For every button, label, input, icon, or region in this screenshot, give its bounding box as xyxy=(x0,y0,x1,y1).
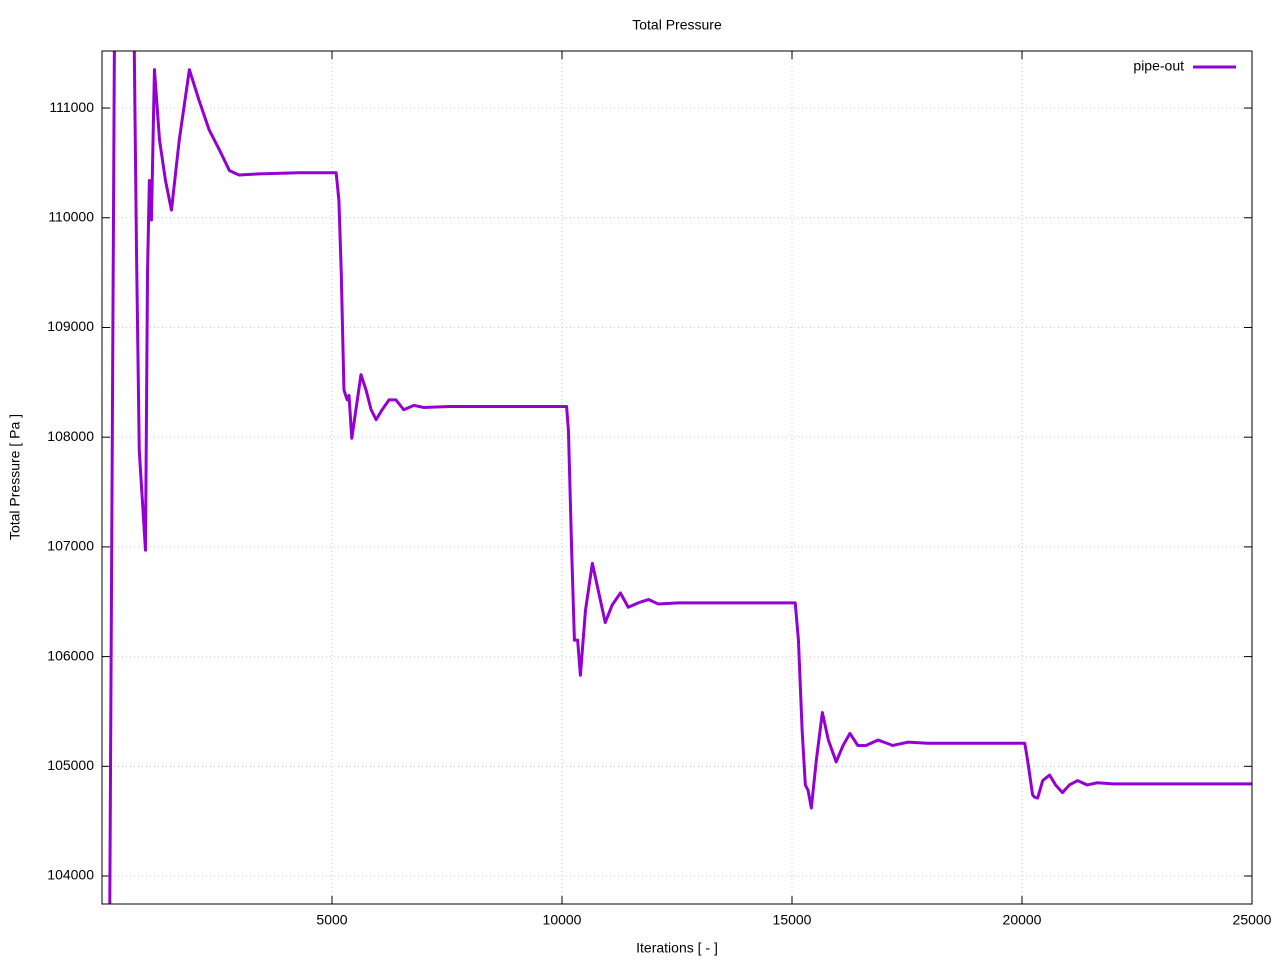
y-tick-label: 108000 xyxy=(47,428,94,444)
legend-label: pipe-out xyxy=(1133,58,1184,74)
plot-frame xyxy=(101,50,1253,905)
x-tick-label: 10000 xyxy=(543,912,582,928)
y-tick-label: 104000 xyxy=(47,867,94,883)
data-line xyxy=(108,51,1252,904)
y-axis-label: Total Pressure [ Pa ] xyxy=(7,414,23,540)
chart-title: Total Pressure xyxy=(632,17,722,33)
y-tick-label: 106000 xyxy=(47,647,94,663)
plot-area xyxy=(108,51,1252,904)
y-tick-label: 110000 xyxy=(48,208,94,224)
x-tick-label: 25000 xyxy=(1233,912,1272,928)
x-axis-label: Iterations [ - ] xyxy=(636,940,718,956)
grid-layer: 104000 105000 106000 107000 108000 109000 1100… xyxy=(47,51,1272,928)
y-tick-label: 111000 xyxy=(49,99,94,115)
x-tick-label: 20000 xyxy=(1003,912,1042,928)
x-tick-label: 5000 xyxy=(316,912,347,928)
y-tick-label: 109000 xyxy=(47,318,94,334)
y-tick-label: 107000 xyxy=(47,538,94,554)
y-tick-label: 105000 xyxy=(47,757,94,773)
x-tick-label: 15000 xyxy=(773,912,812,928)
